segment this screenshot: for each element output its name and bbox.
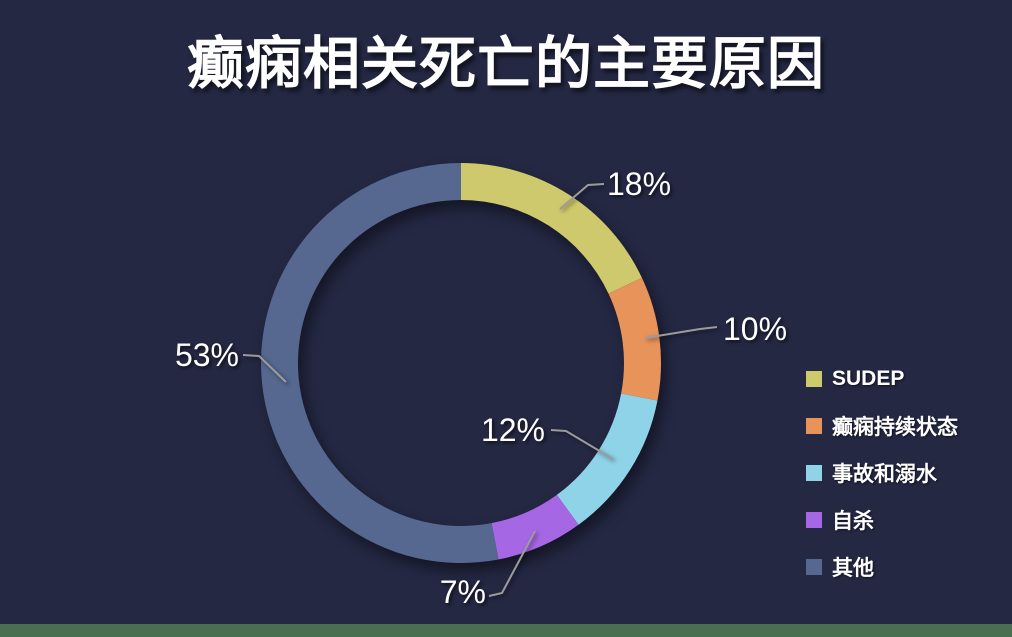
chart-title: 癫痫相关死亡的主要原因 bbox=[187, 32, 825, 96]
legend-swatch bbox=[806, 371, 822, 387]
legend-item-sudep: SUDEP bbox=[806, 367, 958, 390]
legend-swatch bbox=[806, 418, 822, 434]
percent-label-other: 53% bbox=[175, 337, 239, 373]
legend-swatch bbox=[806, 512, 822, 528]
legend-item-accidents-drowning: 事故和溺水 bbox=[806, 463, 958, 486]
donut-slice-status-epilepticus bbox=[608, 277, 662, 401]
legend-label: 自杀 bbox=[832, 510, 874, 533]
legend-label: 事故和溺水 bbox=[832, 463, 937, 486]
label-leader-lines bbox=[242, 183, 718, 597]
legend-swatch bbox=[806, 559, 822, 575]
legend-label: SUDEP bbox=[832, 367, 905, 390]
leader-line-sudep bbox=[559, 183, 605, 210]
percent-labels: 18% 10% 12% 7% 53% bbox=[175, 166, 787, 610]
bottom-accent-bar bbox=[0, 624, 1012, 637]
leader-line-other bbox=[242, 354, 287, 383]
donut-slice-sudep bbox=[461, 163, 642, 294]
leader-line-suicide bbox=[488, 530, 536, 597]
legend-label: 其他 bbox=[832, 557, 874, 580]
legend-item-status-epilepticus: 癫痫持续状态 bbox=[806, 416, 958, 439]
donut-slice-other bbox=[261, 163, 499, 563]
legend: SUDEP 癫痫持续状态 事故和溺水自杀其他 bbox=[806, 367, 958, 605]
percent-label-sudep: 18% bbox=[607, 166, 671, 202]
donut-slices bbox=[261, 163, 662, 563]
legend-swatch bbox=[806, 465, 822, 481]
legend-item-other: 其他 bbox=[806, 557, 958, 580]
percent-label-accidents-drowning: 12% bbox=[481, 412, 545, 448]
percent-label-suicide: 7% bbox=[440, 574, 486, 610]
leader-line-accidents-drowning bbox=[550, 429, 614, 460]
leader-line-status-epilepticus bbox=[644, 326, 718, 339]
legend-item-suicide: 自杀 bbox=[806, 510, 958, 533]
percent-label-status-epilepticus: 10% bbox=[723, 311, 787, 347]
donut-slice-accidents-drowning bbox=[556, 393, 658, 525]
legend-label: 癫痫持续状态 bbox=[832, 416, 958, 439]
donut-slice-suicide bbox=[491, 494, 579, 560]
